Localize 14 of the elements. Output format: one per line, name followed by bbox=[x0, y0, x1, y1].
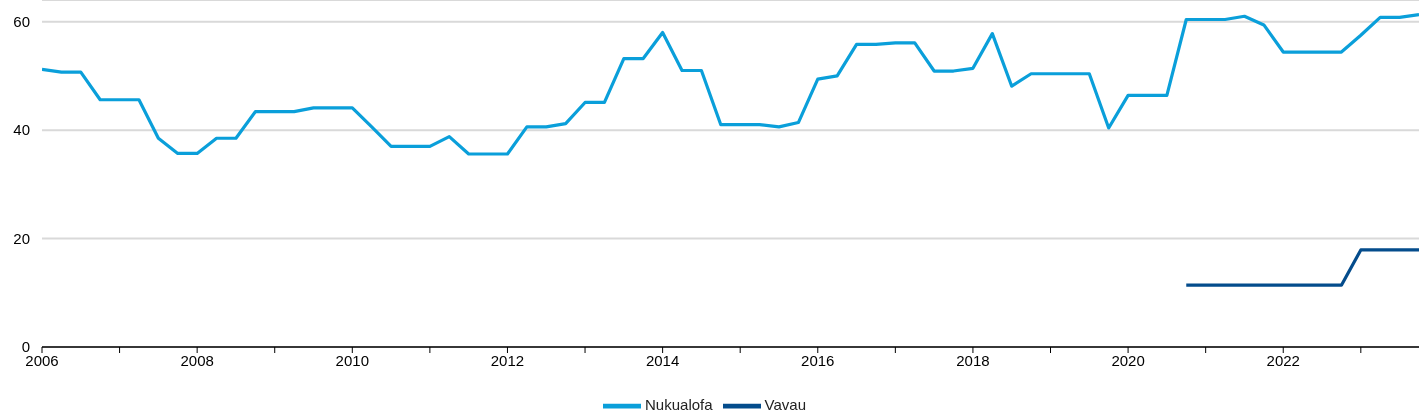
y-tick-label: 20 bbox=[13, 229, 30, 247]
legend-label: Nukualofa bbox=[645, 395, 713, 413]
x-tick-label: 2018 bbox=[956, 351, 990, 369]
y-tick-label: 60 bbox=[13, 13, 30, 31]
x-tick-label: 2022 bbox=[1266, 351, 1300, 369]
x-tick-label: 2020 bbox=[1111, 351, 1145, 369]
y-tick-label: 40 bbox=[13, 121, 30, 139]
x-tick-label: 2016 bbox=[801, 351, 835, 369]
x-tick-label: 2012 bbox=[490, 351, 525, 369]
line-series bbox=[42, 13, 1419, 156]
x-tick-label: 2008 bbox=[180, 351, 214, 369]
legend-label: Vavau bbox=[764, 395, 806, 413]
x-tick-label: 2014 bbox=[645, 351, 680, 369]
x-tick-label: 2010 bbox=[335, 351, 369, 369]
